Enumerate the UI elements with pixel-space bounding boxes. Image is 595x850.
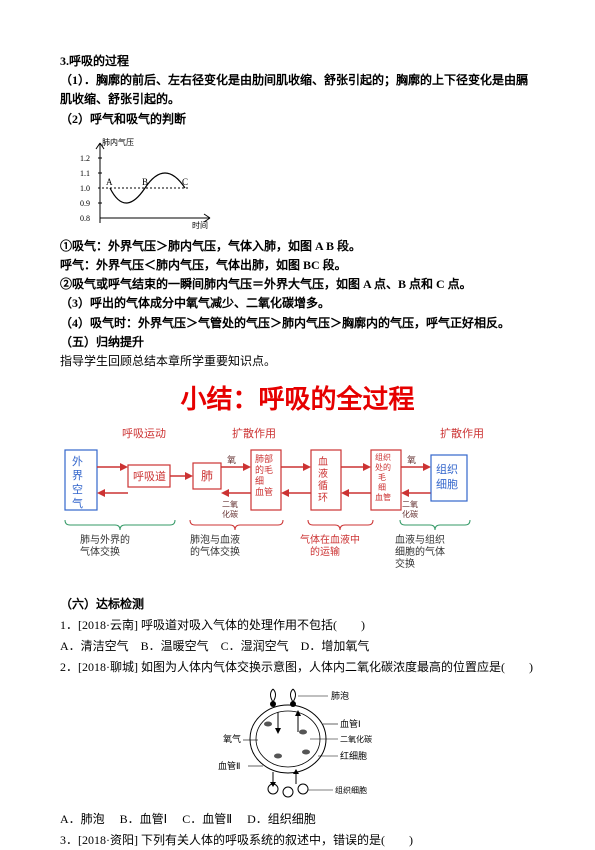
svg-text:肺泡与血液: 肺泡与血液: [190, 533, 240, 546]
question-1-options: A．清洁空气 B．温暖空气 C．湿润空气 D．增加氧气: [60, 637, 535, 656]
svg-text:的气体交换: 的气体交换: [190, 545, 240, 558]
svg-text:细: 细: [255, 475, 264, 486]
svg-text:处的: 处的: [375, 462, 391, 472]
svg-text:血: 血: [318, 455, 328, 468]
question-3: 3．[2018·资阳] 下列有关人体的呼吸系统的叙述中，错误的是( ): [60, 831, 535, 850]
line-2: 呼气：外界气压＜肺内气压，气体出肺，如图 BC 段。: [60, 256, 535, 275]
svg-text:空: 空: [72, 482, 83, 496]
summary-title: 小结：呼吸的全过程: [60, 379, 535, 421]
svg-text:细胞: 细胞: [436, 478, 458, 491]
svg-text:环: 环: [318, 493, 328, 504]
svg-text:化碳: 化碳: [402, 509, 418, 519]
svg-text:肺部: 肺部: [255, 453, 273, 464]
svg-text:1.2: 1.2: [80, 154, 90, 163]
flow-diagram: 呼吸运动 扩散作用 扩散作用 外界 空气 呼吸道 肺 氧 二氧化碳 肺部的毛 细…: [60, 425, 535, 591]
cell-diagram: 肺泡 血管Ⅰ 二氧化碳 红细胞 组织细胞 氧气 血管Ⅱ: [218, 684, 378, 804]
svg-text:扩散作用: 扩散作用: [232, 426, 276, 440]
svg-text:血管Ⅰ: 血管Ⅰ: [340, 718, 361, 729]
svg-text:血液与组织: 血液与组织: [395, 533, 445, 546]
svg-text:气体在血液中: 气体在血液中: [300, 533, 360, 546]
x-label: 时间: [192, 220, 208, 230]
paragraph-2: （2）呼气和吸气的判断: [60, 110, 535, 129]
heading-3: 3.呼吸的过程: [60, 52, 535, 71]
svg-text:细胞的气体: 细胞的气体: [395, 545, 445, 558]
question-2: 2．[2018·聊城] 如图为人体内气体交换示意图，人体内二氧化碳浓度最高的位置…: [60, 658, 535, 677]
svg-text:外: 外: [72, 455, 83, 468]
svg-text:1.1: 1.1: [80, 169, 90, 178]
svg-text:肺泡: 肺泡: [331, 690, 349, 701]
svg-text:肺与外界的: 肺与外界的: [80, 533, 130, 546]
svg-text:氧气: 氧气: [223, 733, 241, 744]
svg-text:组织: 组织: [436, 462, 458, 476]
question-1: 1．[2018·云南] 呼吸道对吸入气体的处理作用不包括( ): [60, 616, 535, 635]
svg-text:C: C: [182, 177, 188, 187]
svg-text:血管: 血管: [375, 492, 391, 502]
svg-text:呼吸运动: 呼吸运动: [122, 427, 166, 440]
svg-text:氧: 氧: [227, 454, 236, 465]
section-5-title: （五）归纳提升: [60, 333, 535, 352]
svg-text:气: 气: [72, 496, 83, 510]
svg-text:化碳: 化碳: [222, 509, 238, 519]
svg-text:界: 界: [72, 469, 83, 482]
line-4: （3）呼出的气体成分中氧气减少、二氧化碳增多。: [60, 294, 535, 313]
svg-text:血管: 血管: [255, 486, 273, 497]
svg-text:氧: 氧: [407, 454, 416, 465]
svg-text:1.0: 1.0: [80, 184, 90, 193]
line-1: ①吸气：外界气压＞肺内气压，气体入肺，如图 A B 段。: [60, 237, 535, 256]
svg-text:扩散作用: 扩散作用: [440, 426, 484, 440]
svg-text:组织细胞: 组织细胞: [335, 785, 367, 795]
svg-text:二氧化碳: 二氧化碳: [340, 734, 372, 744]
svg-text:A: A: [106, 177, 113, 187]
question-2-options: A．肺泡 B．血管Ⅰ C．血管Ⅱ D．组织细胞: [60, 810, 535, 829]
svg-text:0.8: 0.8: [80, 214, 90, 223]
svg-text:的毛: 的毛: [255, 464, 273, 475]
svg-text:毛: 毛: [378, 472, 386, 482]
paragraph-1: （1）．胸廓的前后、左右径变化是由肋间肌收缩、舒张引起的；胸廓的上下径变化是由膈…: [60, 71, 535, 109]
svg-text:呼吸道: 呼吸道: [133, 469, 166, 483]
svg-text:液: 液: [318, 467, 328, 480]
section-6-title: （六）达标检测: [60, 595, 535, 614]
svg-text:循: 循: [318, 479, 328, 492]
pressure-chart: 肺内气压 时间 1.2 1.1 1.0 0.9 0.8 A B C: [70, 133, 220, 233]
svg-text:血管Ⅱ: 血管Ⅱ: [218, 760, 240, 771]
section-5-text: 指导学生回顾总结本章所学重要知识点。: [60, 352, 535, 371]
y-label: 肺内气压: [102, 137, 134, 147]
svg-text:二氧: 二氧: [222, 499, 238, 509]
svg-text:红细胞: 红细胞: [340, 750, 367, 761]
svg-text:0.9: 0.9: [80, 199, 90, 208]
line-3: ②吸气或呼气结束的一瞬间肺内气压＝外界大气压，如图 A 点、B 点和 C 点。: [60, 275, 535, 294]
svg-text:气体交换: 气体交换: [80, 545, 120, 558]
svg-text:细: 细: [378, 482, 386, 492]
svg-text:组织: 组织: [375, 452, 391, 462]
svg-text:的运输: 的运输: [310, 545, 340, 558]
svg-text:肺: 肺: [201, 469, 213, 483]
svg-text:交换: 交换: [395, 557, 415, 570]
line-5: （4）吸气时：外界气压＞气管处的气压＞肺内气压＞胸廓内的气压，呼气正好相反。: [60, 314, 535, 333]
svg-text:B: B: [142, 177, 148, 187]
svg-text:二氧: 二氧: [402, 499, 418, 509]
